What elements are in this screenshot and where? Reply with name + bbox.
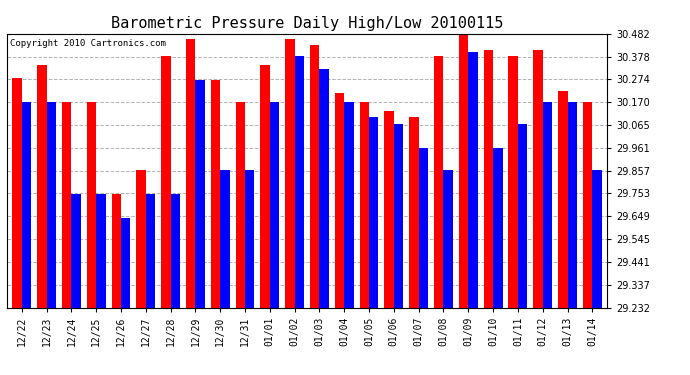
Bar	[518, 124, 527, 308]
Bar	[245, 170, 255, 308]
Bar	[71, 194, 81, 308]
Bar	[112, 194, 121, 308]
Bar	[335, 93, 344, 308]
Bar	[409, 117, 419, 308]
Bar	[235, 102, 245, 308]
Bar	[384, 111, 394, 308]
Bar	[558, 91, 567, 308]
Bar	[484, 50, 493, 308]
Bar	[444, 170, 453, 308]
Bar	[344, 102, 354, 308]
Bar	[260, 65, 270, 308]
Bar	[47, 102, 56, 308]
Bar	[146, 194, 155, 308]
Bar	[533, 50, 543, 308]
Bar	[493, 148, 502, 308]
Bar	[211, 80, 220, 308]
Text: Copyright 2010 Cartronics.com: Copyright 2010 Cartronics.com	[10, 39, 166, 48]
Bar	[285, 39, 295, 308]
Bar	[543, 102, 552, 308]
Bar	[22, 102, 31, 308]
Bar	[62, 102, 71, 308]
Bar	[295, 56, 304, 308]
Bar	[310, 45, 319, 308]
Bar	[87, 102, 96, 308]
Bar	[567, 102, 577, 308]
Bar	[170, 194, 180, 308]
Bar	[419, 148, 428, 308]
Bar	[270, 102, 279, 308]
Bar	[96, 194, 106, 308]
Bar	[319, 69, 329, 308]
Bar	[459, 34, 469, 308]
Bar	[359, 102, 369, 308]
Bar	[220, 170, 230, 308]
Bar	[37, 65, 47, 308]
Bar	[583, 102, 592, 308]
Bar	[121, 218, 130, 308]
Bar	[509, 56, 518, 308]
Title: Barometric Pressure Daily High/Low 20100115: Barometric Pressure Daily High/Low 20100…	[111, 16, 503, 31]
Bar	[186, 39, 195, 308]
Bar	[592, 170, 602, 308]
Bar	[137, 170, 146, 308]
Bar	[161, 56, 170, 308]
Bar	[369, 117, 379, 308]
Bar	[195, 80, 205, 308]
Bar	[394, 124, 403, 308]
Bar	[12, 78, 22, 308]
Bar	[469, 52, 477, 308]
Bar	[434, 56, 444, 308]
